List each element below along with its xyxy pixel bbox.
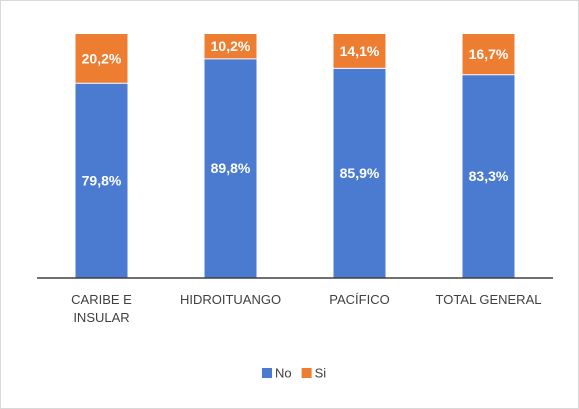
legend-label: No xyxy=(275,365,292,380)
data-label: 14,1% xyxy=(340,43,380,59)
data-label: 20,2% xyxy=(82,50,122,66)
x-tick-label: CARIBE E INSULAR xyxy=(71,292,132,325)
legend-swatch xyxy=(262,368,272,378)
x-tick-label: HIDROITUANGO xyxy=(179,292,282,307)
x-tick-label: PACÍFICO xyxy=(329,292,390,307)
data-label: 16,7% xyxy=(469,46,509,62)
bar-segment xyxy=(204,34,257,59)
bar-segment xyxy=(462,74,515,278)
data-label: 79,8% xyxy=(82,172,122,188)
legend-label: Si xyxy=(315,365,327,380)
bar-segment xyxy=(75,83,128,279)
data-label: 85,9% xyxy=(340,165,380,181)
bar-segment xyxy=(333,34,386,69)
data-label: 10,2% xyxy=(211,38,251,54)
data-label: 83,3% xyxy=(469,168,509,184)
bar-segment xyxy=(462,34,515,75)
data-label: 89,8% xyxy=(211,160,251,176)
bar-segment xyxy=(333,68,386,279)
legend-swatch xyxy=(301,368,312,378)
x-tick-label: TOTAL GENERAL xyxy=(435,292,542,307)
bar-segment xyxy=(204,58,257,278)
bar-segment xyxy=(75,34,128,84)
